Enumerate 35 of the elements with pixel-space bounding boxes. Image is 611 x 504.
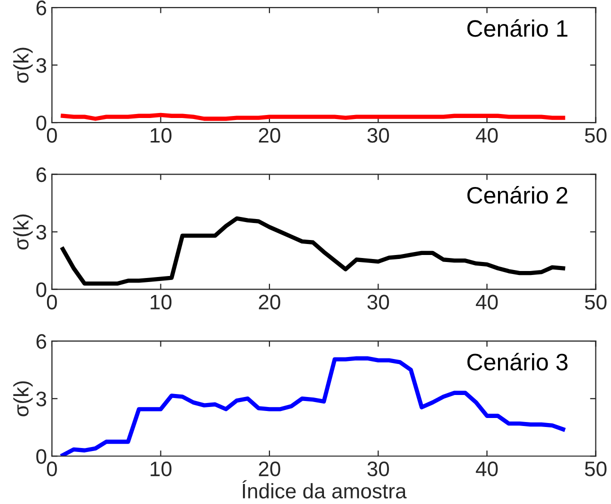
y-tick-label: 0 <box>36 449 46 464</box>
x-tick-label: 50 <box>584 462 606 476</box>
line-series <box>60 216 566 286</box>
y-axis-title: σ(k) <box>13 381 33 416</box>
y-axis-title: σ(k) <box>13 214 33 250</box>
x-tick-label: 20 <box>258 462 280 476</box>
x-axis-title: Índice da amostra <box>242 480 407 498</box>
y-tick-label: 6 <box>36 334 46 349</box>
chart-title: Cenário 1 <box>467 19 568 37</box>
chart-title: Cenário 2 <box>467 186 568 204</box>
x-tick-label: 50 <box>584 294 606 310</box>
y-tick-label: 3 <box>36 392 46 406</box>
x-tick-label: 10 <box>150 128 172 143</box>
x-tick-label: 30 <box>367 462 389 476</box>
x-tick-label: 0 <box>46 462 57 476</box>
chart-title: Cenário 3 <box>467 352 568 370</box>
y-tick-label: 3 <box>36 224 46 240</box>
y-tick-label: 0 <box>36 116 46 130</box>
y-tick-label: 6 <box>36 0 46 16</box>
x-tick-label: 40 <box>476 128 498 143</box>
x-tick-label: 30 <box>367 294 389 310</box>
x-tick-label: 10 <box>150 294 172 310</box>
x-tick-label: 40 <box>476 462 498 476</box>
y-tick-label: 3 <box>36 58 46 73</box>
y-axis-title: σ(k) <box>13 48 33 83</box>
x-tick-label: 20 <box>258 128 280 143</box>
y-tick-label: 6 <box>36 167 46 182</box>
x-tick-label: 40 <box>476 294 498 310</box>
x-tick-label: 10 <box>150 462 172 476</box>
x-tick-label: 30 <box>367 128 389 143</box>
x-tick-label: 0 <box>46 294 57 310</box>
x-tick-label: 50 <box>584 128 606 143</box>
x-tick-label: 20 <box>258 294 280 310</box>
x-tick-label: 0 <box>46 128 57 143</box>
y-tick-label: 0 <box>36 282 46 298</box>
